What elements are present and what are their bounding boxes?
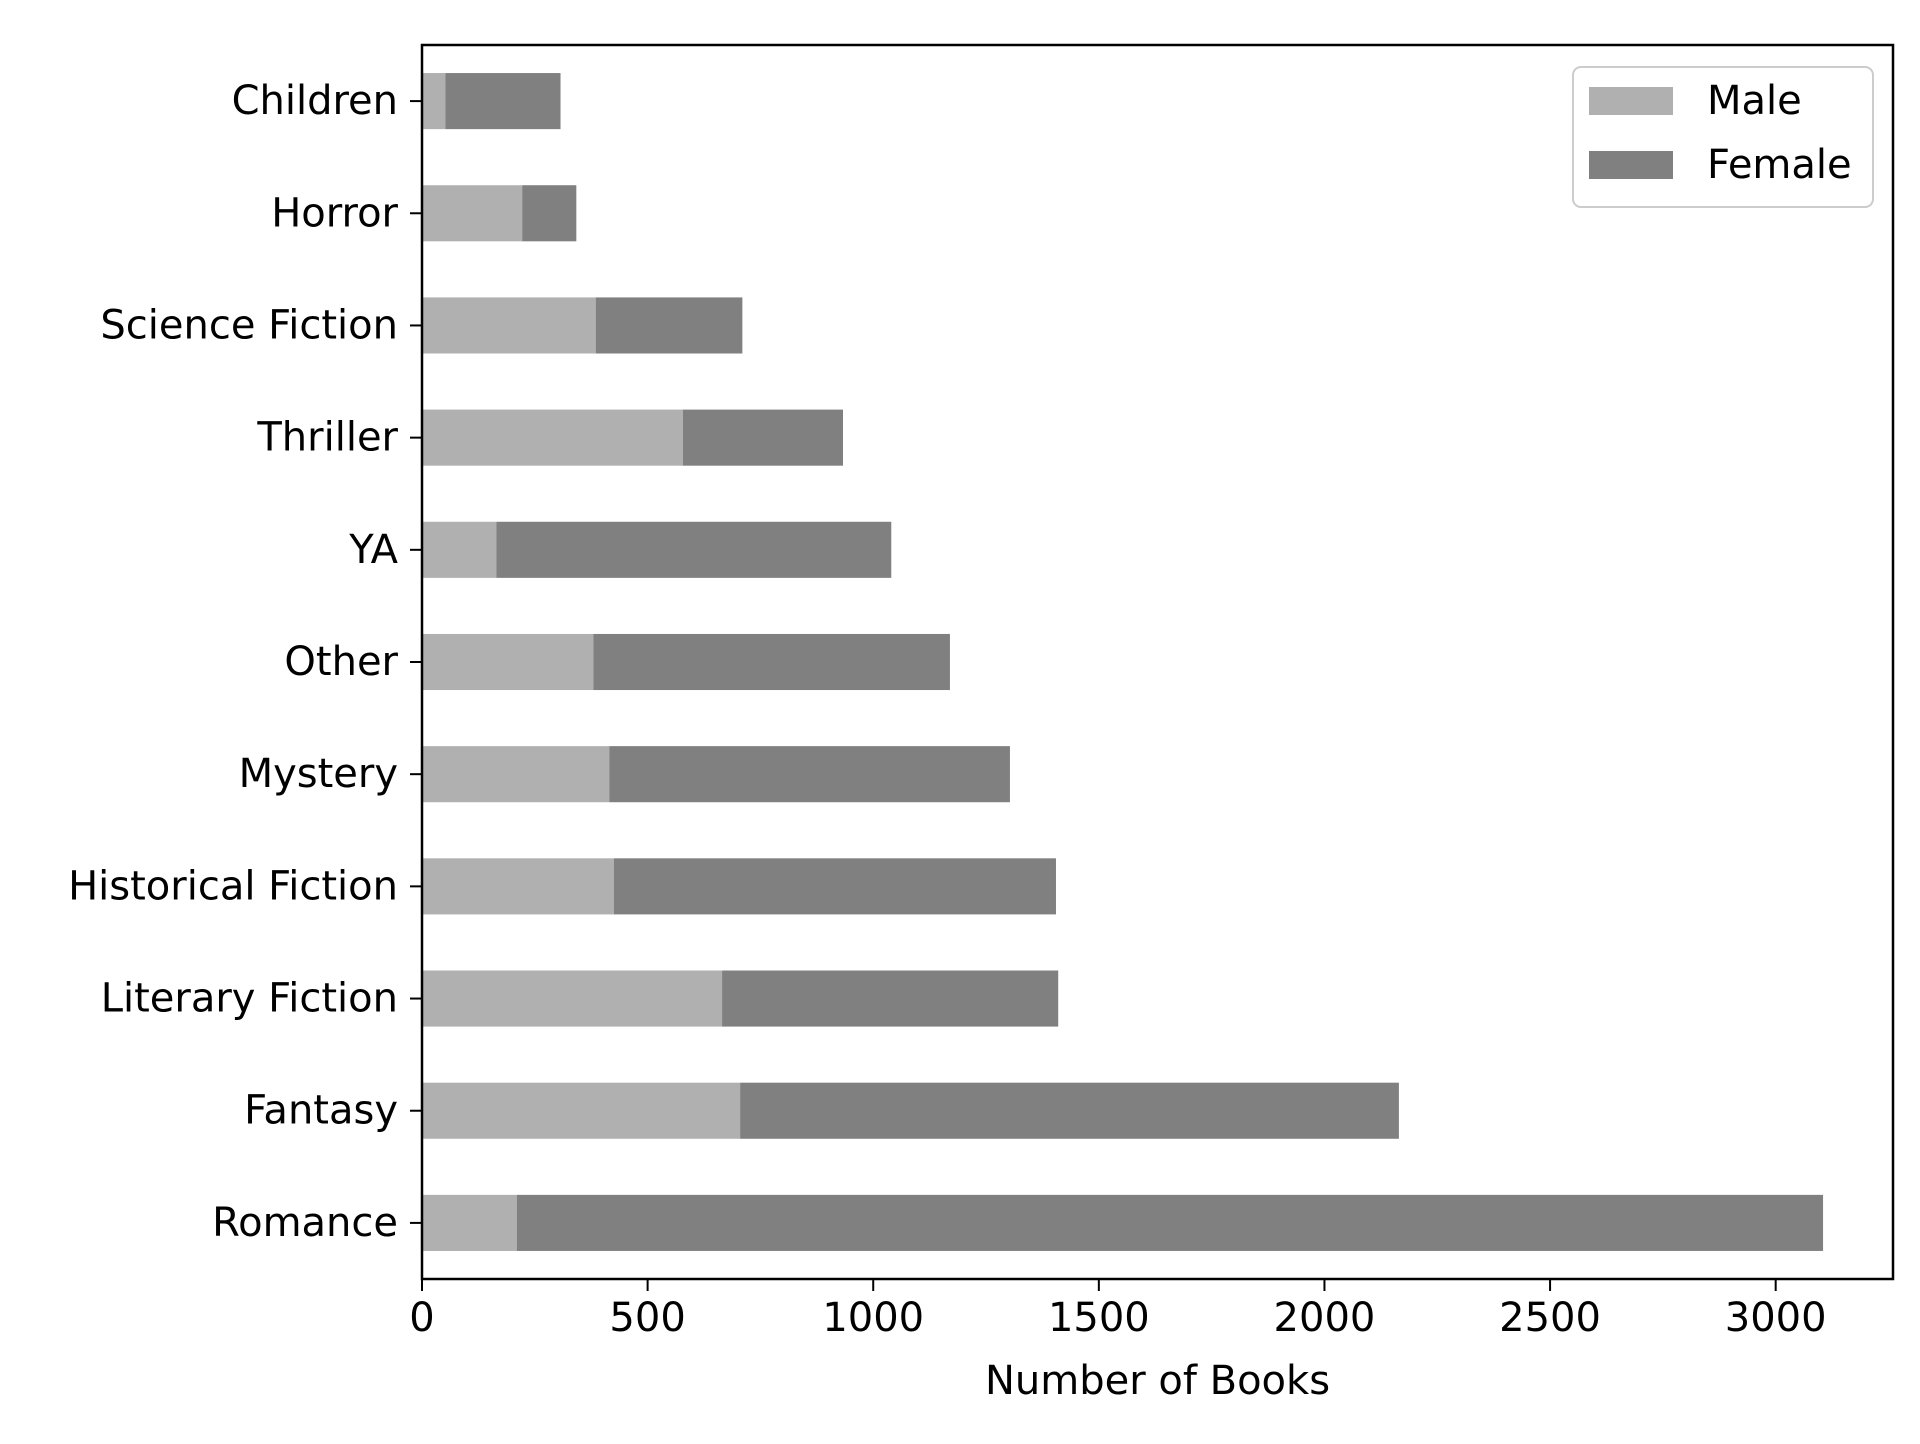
x-tick-label-1500: 1500 (1048, 1295, 1150, 1341)
x-tick-label-3000: 3000 (1725, 1295, 1827, 1341)
y-tick-label-other: Other (284, 639, 398, 685)
bar-male-children (422, 73, 446, 130)
bar-female-historical-fiction (613, 858, 1056, 915)
bar-female-other (593, 633, 950, 691)
bar-male-ya (422, 521, 497, 578)
y-tick-label-children: Children (232, 78, 398, 124)
bar-male-horror (422, 185, 523, 242)
bar-male-thriller (422, 409, 683, 466)
x-tick-label-2500: 2500 (1499, 1295, 1601, 1341)
bar-female-children (445, 73, 561, 130)
x-tick-label-500: 500 (609, 1295, 685, 1341)
bar-male-literary-fiction (422, 970, 723, 1027)
x-tick-label-0: 0 (409, 1295, 434, 1341)
bar-female-mystery (609, 746, 1010, 803)
y-tick-label-mystery: Mystery (239, 751, 398, 797)
y-tick-label-ya: YA (348, 527, 398, 573)
bar-male-science-fiction (422, 297, 596, 354)
bar-male-other (422, 633, 594, 691)
x-tick-label-1000: 1000 (822, 1295, 924, 1341)
y-tick-label-horror: Horror (271, 190, 398, 236)
legend-label-female: Female (1707, 142, 1852, 188)
legend-label-male: Male (1707, 78, 1802, 124)
y-tick-label-fantasy: Fantasy (244, 1088, 398, 1134)
x-tick-label-2000: 2000 (1274, 1295, 1376, 1341)
bar-female-romance (516, 1194, 1824, 1251)
y-tick-label-historical-fiction: Historical Fiction (68, 863, 398, 909)
legend-swatch-female (1589, 151, 1673, 179)
y-tick-label-thriller: Thriller (256, 415, 398, 461)
y-tick-label-literary-fiction: Literary Fiction (101, 976, 398, 1022)
bar-male-fantasy (422, 1082, 741, 1139)
bar-female-literary-fiction (722, 970, 1059, 1027)
bar-female-horror (522, 185, 577, 242)
bar-male-historical-fiction (422, 858, 614, 915)
legend: Male Female (1572, 66, 1874, 208)
ticks-layer: Romance Fantasy Literary Fiction Historical… (68, 78, 1826, 1341)
bar-male-mystery (422, 746, 610, 803)
x-axis-title: Number of Books (985, 1358, 1330, 1404)
bar-female-ya (496, 521, 892, 578)
bar-female-fantasy (740, 1082, 1399, 1139)
bars-layer (422, 73, 1824, 1251)
legend-swatch-male (1589, 87, 1673, 115)
y-tick-label-romance: Romance (212, 1200, 398, 1246)
bar-female-science-fiction (595, 297, 743, 354)
y-tick-label-science-fiction: Science Fiction (100, 302, 398, 348)
bar-male-romance (422, 1194, 517, 1251)
bar-female-thriller (682, 409, 843, 466)
